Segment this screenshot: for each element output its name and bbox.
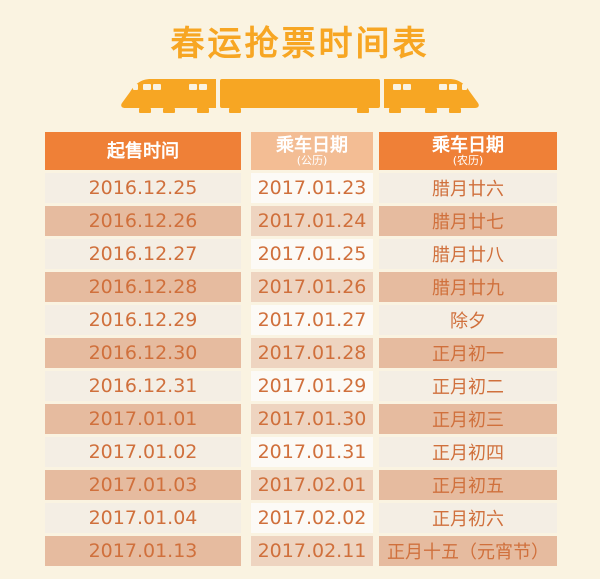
sale-date-cell: 2016.12.27 [45, 239, 241, 269]
sale-date-cell: 2016.12.31 [45, 371, 241, 401]
column-header-date-lunar: 乘车日期 (农历) [379, 132, 557, 170]
table-row: 2016.12.28 2017.01.26 腊月廿九 [45, 272, 557, 302]
table-body: 2016.12.25 2017.01.23 腊月廿六 2016.12.26 2017.0… [45, 173, 557, 566]
column-header-date-gregorian: 乘车日期 (公历) [251, 132, 373, 170]
gregorian-date-cell: 2017.01.31 [251, 437, 373, 467]
gregorian-date-cell: 2017.01.26 [251, 272, 373, 302]
lunar-date-cell: 正月初一 [379, 338, 557, 368]
sale-date-cell: 2016.12.26 [45, 206, 241, 236]
sale-date-cell: 2016.12.25 [45, 173, 241, 203]
lunar-date-cell: 正月初五 [379, 470, 557, 500]
train-icon [0, 74, 600, 122]
gregorian-date-cell: 2017.01.27 [251, 305, 373, 335]
gregorian-date-cell: 2017.01.23 [251, 173, 373, 203]
gregorian-date-cell: 2017.02.01 [251, 470, 373, 500]
ticket-schedule-table: 起售时间 乘车日期 (公历) 乘车日期 (农历) 2016.12.25 2017.… [45, 132, 557, 566]
sale-date-cell: 2017.01.03 [45, 470, 241, 500]
lunar-date-cell: 腊月廿六 [379, 173, 557, 203]
gregorian-date-cell: 2017.01.30 [251, 404, 373, 434]
table-row: 2016.12.25 2017.01.23 腊月廿六 [45, 173, 557, 203]
column-header-sale-time: 起售时间 [45, 132, 241, 170]
column-header-sublabel: (公历) [296, 153, 328, 167]
spring-festival-ticket-infographic: 春运抢票时间表 [0, 16, 600, 566]
lunar-date-cell: 正月十五（元宵节） [379, 536, 557, 566]
sale-date-cell: 2017.01.13 [45, 536, 241, 566]
sale-date-cell: 2016.12.29 [45, 305, 241, 335]
gregorian-date-cell: 2017.01.25 [251, 239, 373, 269]
gregorian-date-cell: 2017.02.11 [251, 536, 373, 566]
column-header-label: 起售时间 [107, 140, 179, 162]
page-title: 春运抢票时间表 [170, 24, 430, 64]
sale-date-cell: 2016.12.30 [45, 338, 241, 368]
lunar-date-cell: 正月初二 [379, 371, 557, 401]
sale-date-cell: 2016.12.28 [45, 272, 241, 302]
gregorian-date-cell: 2017.01.29 [251, 371, 373, 401]
column-header-label: 乘车日期 [276, 134, 348, 156]
table-row: 2017.01.04 2017.02.02 正月初六 [45, 503, 557, 533]
lunar-date-cell: 正月初四 [379, 437, 557, 467]
column-header-sublabel: (农历) [452, 153, 484, 167]
lunar-date-cell: 除夕 [379, 305, 557, 335]
table-row: 2017.01.13 2017.02.11 正月十五（元宵节） [45, 536, 557, 566]
lunar-date-cell: 腊月廿九 [379, 272, 557, 302]
column-header-label: 乘车日期 [432, 134, 504, 156]
sale-date-cell: 2017.01.02 [45, 437, 241, 467]
table-row: 2016.12.29 2017.01.27 除夕 [45, 305, 557, 335]
lunar-date-cell: 腊月廿七 [379, 206, 557, 236]
lunar-date-cell: 腊月廿八 [379, 239, 557, 269]
table-row: 2017.01.02 2017.01.31 正月初四 [45, 437, 557, 467]
table-row: 2016.12.27 2017.01.25 腊月廿八 [45, 239, 557, 269]
lunar-date-cell: 正月初六 [379, 503, 557, 533]
table-row: 2016.12.31 2017.01.29 正月初二 [45, 371, 557, 401]
table-row: 2016.12.30 2017.01.28 正月初一 [45, 338, 557, 368]
table-row: 2017.01.03 2017.02.01 正月初五 [45, 470, 557, 500]
table-header-row: 起售时间 乘车日期 (公历) 乘车日期 (农历) [45, 132, 557, 170]
sale-date-cell: 2017.01.01 [45, 404, 241, 434]
lunar-date-cell: 正月初三 [379, 404, 557, 434]
gregorian-date-cell: 2017.01.28 [251, 338, 373, 368]
sale-date-cell: 2017.01.04 [45, 503, 241, 533]
table-row: 2016.12.26 2017.01.24 腊月廿七 [45, 206, 557, 236]
gregorian-date-cell: 2017.01.24 [251, 206, 373, 236]
gregorian-date-cell: 2017.02.02 [251, 503, 373, 533]
table-row: 2017.01.01 2017.01.30 正月初三 [45, 404, 557, 434]
